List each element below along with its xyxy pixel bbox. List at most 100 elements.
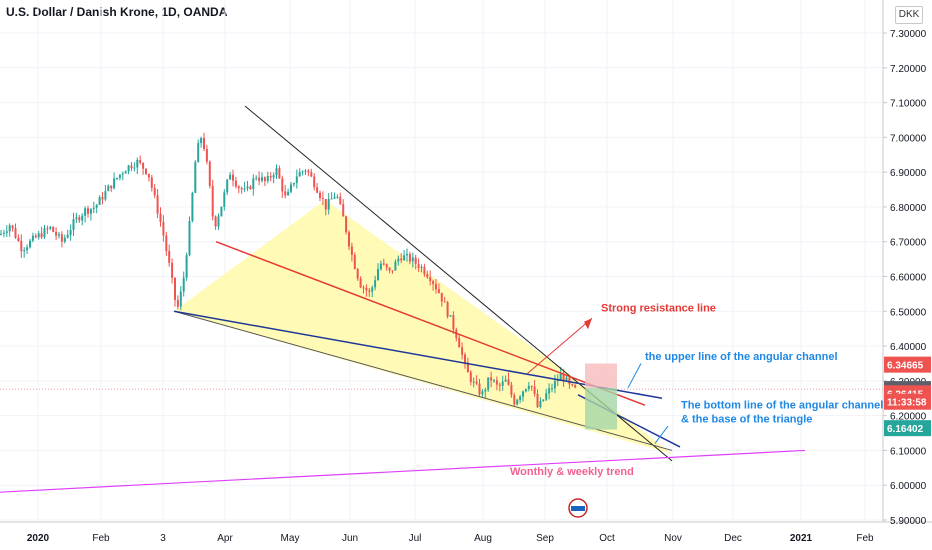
candle-body bbox=[371, 287, 374, 292]
candle-body bbox=[571, 384, 574, 386]
candle-body bbox=[188, 221, 191, 256]
price-axis: 7.30000 7.20000 7.10000 7.00000 6.90000 6.800… bbox=[0, 0, 932, 527]
candle-body bbox=[411, 257, 414, 262]
candle-body bbox=[49, 226, 52, 229]
candle-body bbox=[487, 377, 490, 390]
candle-body bbox=[240, 188, 243, 190]
candle-body bbox=[565, 377, 568, 381]
candle-body bbox=[501, 381, 504, 386]
candle-body bbox=[510, 384, 513, 396]
candle-body bbox=[223, 192, 226, 207]
annotation-label: Wonthly & weekly trend bbox=[510, 466, 634, 478]
price-label: 11:33:58 bbox=[887, 398, 927, 409]
candle-body bbox=[527, 385, 530, 390]
candle-body bbox=[507, 379, 510, 385]
candle-body bbox=[197, 143, 200, 163]
annotation-label: & the base of the triangle bbox=[681, 414, 812, 426]
candle-body bbox=[316, 187, 319, 193]
x-tick-label: May bbox=[281, 533, 300, 544]
candle-body bbox=[437, 289, 440, 293]
candle-body bbox=[110, 185, 113, 189]
candle-body bbox=[17, 237, 20, 241]
candle-body bbox=[261, 177, 263, 181]
candle-body bbox=[365, 287, 368, 291]
candle-body bbox=[342, 204, 345, 217]
candle-body bbox=[165, 235, 168, 251]
symbol-title: U.S. Dollar / Danish Krone, 1D, OANDA bbox=[6, 5, 228, 19]
candle-body bbox=[548, 388, 551, 394]
candle-body bbox=[475, 381, 478, 384]
y-tick-label: 7.00000 bbox=[890, 133, 927, 144]
stop-zone bbox=[585, 363, 617, 388]
candle-body bbox=[406, 254, 408, 256]
candle-body bbox=[194, 162, 197, 193]
candle-body bbox=[443, 301, 446, 303]
annotations: Strong resistance line the upper line of … bbox=[510, 302, 883, 518]
candle-body bbox=[87, 208, 89, 214]
candle-body bbox=[469, 372, 472, 382]
candle-body bbox=[11, 225, 14, 229]
candle-body bbox=[145, 168, 147, 174]
candle-body bbox=[8, 225, 11, 232]
candle-body bbox=[345, 216, 348, 233]
candle-body bbox=[118, 174, 121, 178]
candle-body bbox=[217, 216, 220, 227]
candle-body bbox=[524, 389, 527, 392]
candle-body bbox=[162, 221, 165, 236]
candle-body bbox=[408, 254, 411, 262]
y-tick-label: 6.50000 bbox=[890, 307, 927, 318]
candle-body bbox=[185, 255, 188, 278]
currency-badge[interactable]: DKK bbox=[895, 6, 923, 24]
x-tick-label: 2021 bbox=[790, 533, 813, 544]
candle-body bbox=[304, 170, 307, 172]
candle-body bbox=[350, 246, 353, 255]
candle-body bbox=[562, 373, 565, 381]
candle-body bbox=[493, 380, 495, 382]
x-tick-label: Sep bbox=[536, 533, 554, 544]
candle-body bbox=[142, 162, 145, 169]
candle-body bbox=[553, 380, 556, 389]
candle-body bbox=[542, 399, 545, 401]
candle-body bbox=[310, 172, 313, 177]
candle-body bbox=[255, 177, 258, 179]
candle-body bbox=[98, 197, 101, 205]
candle-body bbox=[301, 171, 304, 173]
candle-body bbox=[536, 393, 539, 407]
upper-channel-arrow bbox=[627, 363, 642, 389]
candle-body bbox=[356, 268, 359, 279]
candle-body bbox=[495, 380, 498, 385]
x-tick-label: Apr bbox=[217, 533, 233, 544]
y-tick-label: 6.10000 bbox=[890, 446, 927, 457]
y-tick-label: 7.10000 bbox=[890, 99, 927, 110]
candle-body bbox=[574, 385, 577, 388]
candle-body bbox=[266, 176, 269, 182]
candles bbox=[0, 132, 577, 409]
candle-body bbox=[243, 188, 246, 190]
triangle-area bbox=[174, 199, 672, 454]
candle-body bbox=[533, 386, 536, 394]
candle-body bbox=[150, 177, 153, 188]
resistance-line bbox=[215, 241, 646, 406]
candle-body bbox=[539, 400, 542, 407]
candle-body bbox=[362, 287, 365, 289]
candle-body bbox=[385, 264, 388, 268]
candle-body bbox=[516, 399, 519, 405]
candle-body bbox=[69, 229, 72, 235]
candle-body bbox=[432, 281, 435, 285]
candle-body bbox=[498, 384, 501, 386]
candle-body bbox=[258, 177, 261, 181]
candle-body bbox=[72, 219, 75, 230]
candle-body bbox=[333, 196, 336, 199]
candle-body bbox=[324, 198, 327, 210]
candle-body bbox=[359, 278, 362, 288]
candle-body bbox=[203, 137, 205, 149]
candle-body bbox=[31, 235, 34, 241]
candle-body bbox=[426, 274, 429, 278]
price-label: 6.16402 bbox=[887, 424, 924, 435]
x-tick-label: Aug bbox=[474, 533, 492, 544]
price-label-box bbox=[884, 420, 931, 437]
candle-body bbox=[466, 362, 469, 373]
triangle-fill bbox=[174, 199, 672, 454]
candle-body bbox=[330, 198, 333, 200]
